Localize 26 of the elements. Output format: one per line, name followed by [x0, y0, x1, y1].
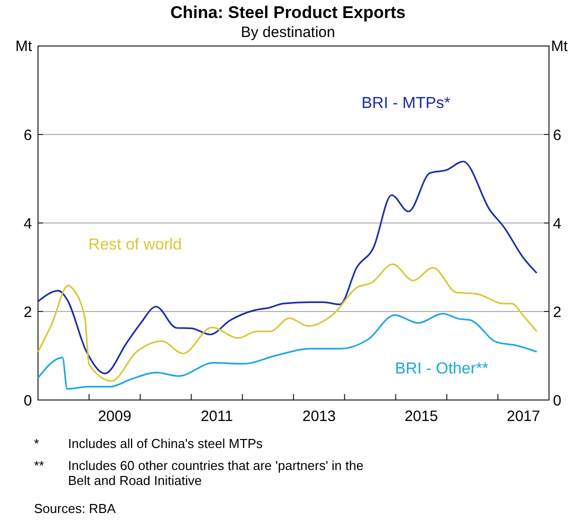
line-series	[37, 312, 538, 390]
text: ** Includes 60 other countries that are 'partners' in the Belt and Road Initiative	[34, 458, 364, 488]
x-tick-label: 2015	[404, 408, 438, 425]
y2-tick-label: 2	[553, 304, 562, 321]
y-tick-label: 6	[24, 126, 32, 144]
y2-tick-label: 0	[553, 392, 562, 410]
text: * Includes all of China's steel MTPs	[34, 436, 263, 451]
text: Rest of world	[88, 236, 182, 254]
x-tick-label: 2011	[200, 408, 233, 425]
text: BRI - MTPs*	[361, 94, 450, 112]
x-tick-label: 2009	[98, 408, 132, 425]
line-series	[37, 263, 538, 382]
chart-title: China: Steel Product Exports	[170, 3, 406, 22]
y-tick-label: 4	[24, 215, 32, 232]
y-tick-label: 0	[24, 392, 32, 410]
source-note: Sources: RBA	[34, 501, 116, 516]
chart-subtitle: By destination	[240, 24, 336, 41]
line-series	[37, 160, 538, 374]
y2-axis-title: Mt	[551, 38, 568, 55]
y-axis-title: Mt	[15, 38, 33, 55]
x-tick-label: 2013	[302, 408, 336, 425]
x-tick-label: 2017	[506, 408, 540, 425]
y-tick-label: 2	[24, 304, 32, 321]
y2-tick-label: 4	[553, 215, 562, 232]
y2-tick-label: 6	[553, 126, 562, 144]
series-label: BRI - Other**	[395, 360, 488, 378]
